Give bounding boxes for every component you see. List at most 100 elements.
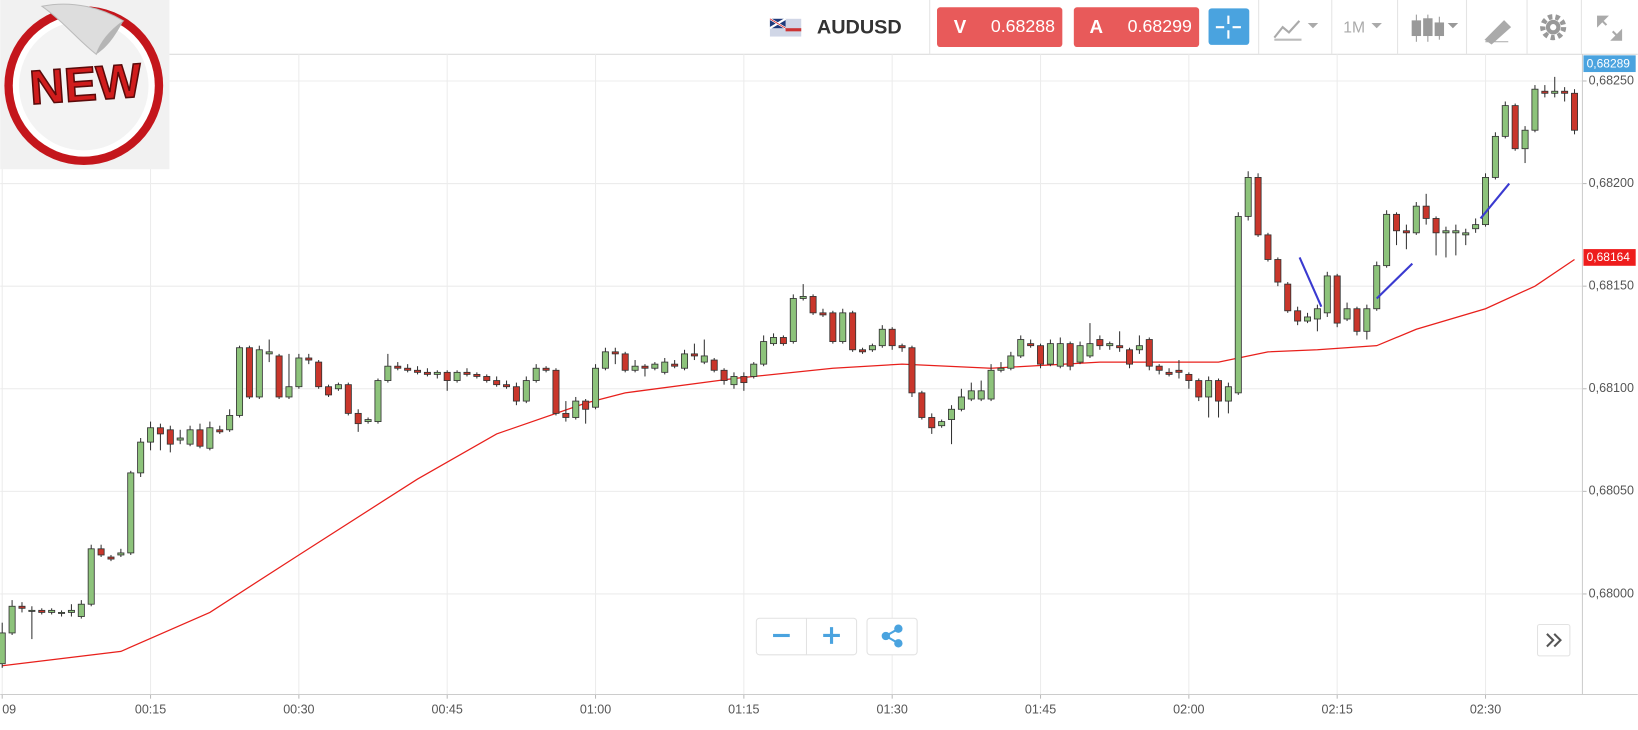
- moving-average-line: [2, 258, 1575, 667]
- buy-label: A: [1089, 16, 1103, 37]
- candle-body: [1422, 205, 1430, 219]
- candle-body: [1521, 129, 1529, 150]
- x-tick-label: 01:00: [580, 702, 611, 716]
- candle-body: [681, 353, 689, 369]
- candle-body: [849, 312, 857, 351]
- x-tick-label: 09: [2, 702, 16, 716]
- candle-body: [334, 384, 342, 390]
- candle-body: [710, 359, 718, 371]
- candle-body: [938, 421, 946, 427]
- buy-button[interactable]: [1073, 7, 1200, 47]
- candle-body: [1482, 177, 1489, 226]
- candle-body: [1264, 234, 1272, 260]
- candle-body: [1313, 308, 1321, 320]
- candle-body: [0, 632, 6, 665]
- candle-body: [1126, 349, 1134, 365]
- candle-body: [48, 609, 56, 613]
- candle-body: [493, 380, 501, 386]
- y-tick-label: 0,68050: [1589, 484, 1634, 498]
- x-tick-label: 00:30: [283, 702, 314, 716]
- timeframe-arrow: [1371, 22, 1382, 29]
- scroll-right-button[interactable]: [1536, 623, 1571, 657]
- candle-body: [1155, 365, 1163, 371]
- candle-body: [1244, 177, 1252, 217]
- candle-body: [1096, 339, 1104, 347]
- candle-body: [562, 412, 570, 418]
- x-tick-label: 02:15: [1322, 702, 1353, 716]
- chart-type-button[interactable]: [1273, 20, 1319, 41]
- candle-body: [601, 351, 609, 369]
- candle-body: [532, 367, 540, 381]
- candle-body: [898, 345, 906, 349]
- candle-body: [1086, 343, 1094, 357]
- trend-drawing: [1376, 262, 1414, 300]
- candle-body: [265, 351, 273, 355]
- settings-button[interactable]: [1540, 14, 1567, 41]
- candle-body: [1541, 90, 1549, 94]
- zoom-in[interactable]: [823, 627, 840, 644]
- candle-body: [592, 367, 600, 408]
- sell-price: 0.68288: [991, 16, 1055, 36]
- x-tick-label: 00:15: [135, 702, 166, 716]
- candle-body: [18, 605, 26, 609]
- crosshair-button[interactable]: [1208, 8, 1250, 45]
- candle-body: [236, 347, 244, 416]
- candle-body: [631, 365, 639, 371]
- candle-body: [1363, 308, 1371, 332]
- toolbar: [167, 0, 1638, 55]
- candle-body: [1571, 92, 1578, 131]
- candle-body: [107, 556, 115, 560]
- flag-icon: [769, 17, 802, 37]
- candle-body: [868, 345, 876, 351]
- candle-body: [414, 369, 422, 373]
- candle-body: [1076, 345, 1084, 363]
- candle-body: [542, 367, 550, 371]
- candle-body: [789, 298, 797, 342]
- trend-drawing: [1479, 182, 1511, 220]
- candle-body: [760, 341, 768, 365]
- candle-body: [166, 429, 174, 445]
- candle-body: [305, 357, 313, 361]
- candle-body: [325, 386, 333, 396]
- candle-body: [987, 369, 995, 400]
- fullscreen-button[interactable]: [1597, 15, 1623, 41]
- candle-type-button[interactable]: [1411, 14, 1459, 42]
- candle-body: [1215, 380, 1222, 402]
- candle-body: [1195, 380, 1203, 398]
- candle-body: [1145, 339, 1153, 367]
- candle-body: [28, 609, 36, 612]
- x-tick-label: 02:30: [1470, 702, 1501, 716]
- candle-body: [1224, 386, 1232, 402]
- candle-body: [77, 603, 85, 617]
- candle-body: [1274, 259, 1282, 283]
- candle-body: [1106, 343, 1114, 347]
- zoom-out[interactable]: [773, 633, 790, 638]
- candle-body: [1037, 345, 1045, 365]
- candle-body: [1017, 339, 1025, 357]
- candle-body: [512, 386, 520, 402]
- candle-body: [1323, 275, 1331, 314]
- share-button[interactable]: [866, 617, 918, 656]
- candle-body: [1185, 373, 1193, 381]
- candle-body: [1007, 355, 1015, 369]
- candle-body: [8, 605, 16, 634]
- candle-body: [176, 437, 184, 441]
- timeframe[interactable]: 1M: [1343, 19, 1365, 36]
- sticker-text: NEW: [28, 55, 144, 116]
- candle-body: [967, 390, 975, 400]
- sell-button[interactable]: [937, 7, 1063, 47]
- candle-body: [918, 392, 926, 418]
- candle-body: [1462, 232, 1470, 236]
- price-tag: [1583, 249, 1636, 266]
- candle-body: [196, 429, 204, 447]
- candle-body: [1135, 345, 1143, 351]
- draw-tool-button[interactable]: [1484, 20, 1512, 45]
- new-sticker: [4, 3, 164, 166]
- candle-body: [344, 384, 352, 414]
- candle-body: [206, 427, 214, 449]
- candle-body: [829, 312, 837, 342]
- y-tick-label: 0,68200: [1589, 176, 1634, 190]
- candle-body: [1412, 205, 1420, 234]
- candle-body: [38, 609, 46, 613]
